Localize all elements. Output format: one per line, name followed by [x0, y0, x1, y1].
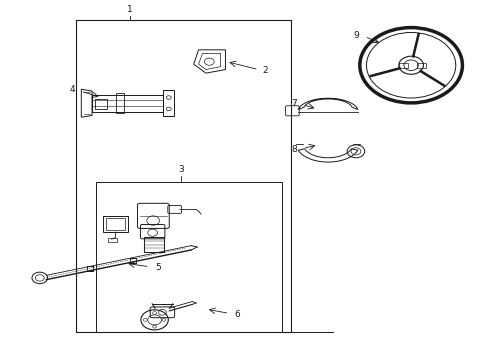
- Bar: [76, 21, 292, 332]
- Text: 6: 6: [234, 310, 240, 319]
- Bar: [103, 216, 128, 232]
- Text: 4: 4: [70, 85, 75, 94]
- Bar: [117, 93, 124, 113]
- Text: 9: 9: [354, 31, 359, 40]
- Text: 7: 7: [292, 99, 297, 108]
- Text: 8: 8: [292, 145, 297, 154]
- Bar: [108, 238, 117, 242]
- Bar: [92, 95, 163, 112]
- Text: 1: 1: [127, 5, 133, 14]
- Bar: [399, 63, 408, 68]
- Bar: [106, 218, 125, 230]
- Text: 5: 5: [155, 264, 161, 273]
- Bar: [96, 182, 282, 332]
- Text: 3: 3: [179, 165, 184, 174]
- Text: 2: 2: [263, 66, 268, 75]
- Bar: [95, 99, 107, 109]
- Bar: [144, 237, 164, 252]
- Bar: [417, 63, 426, 68]
